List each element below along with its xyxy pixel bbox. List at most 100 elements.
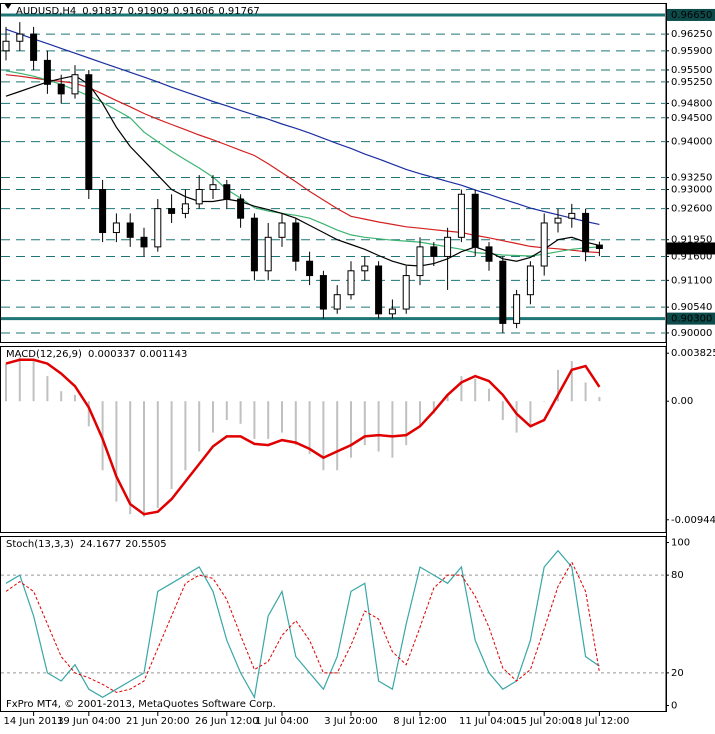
y-tick-label: 0.94000 — [671, 137, 712, 148]
x-tick-label: 21 Jun 20:00 — [126, 716, 190, 727]
histogram-bar — [74, 395, 76, 401]
histogram-bar — [5, 364, 7, 402]
candle-body — [72, 75, 78, 94]
candle-body — [279, 223, 285, 237]
candle-body — [555, 218, 561, 223]
histogram-bar — [474, 379, 476, 402]
panel-title: MACD(12,26,9) — [6, 349, 82, 360]
candle-body — [389, 309, 395, 314]
x-tick-label: 18 Jul 12:00 — [569, 716, 629, 727]
x-tick-label: 11 Jul 04:00 — [459, 716, 519, 727]
y-tick-label: 0.96250 — [671, 29, 712, 40]
candle-body — [514, 295, 520, 324]
histogram-bar — [198, 401, 200, 451]
histogram-bar — [405, 401, 407, 445]
histogram-bar — [350, 401, 352, 457]
candle-body — [224, 185, 230, 199]
histogram-bar — [322, 401, 324, 470]
histogram-bar — [419, 401, 421, 426]
candle-body — [541, 223, 547, 266]
candle-body — [417, 247, 423, 276]
y-tick-label: 0.95500 — [671, 65, 712, 76]
candle-body — [17, 34, 23, 41]
histogram-bar — [240, 401, 242, 424]
candle-body — [500, 261, 506, 323]
candle-body — [58, 84, 64, 94]
x-tick-label: 15 Jul 20:00 — [514, 716, 574, 727]
panel-title: Stoch(13,3,3) — [6, 539, 74, 550]
histogram-bar — [184, 401, 186, 470]
candle-body — [100, 189, 106, 232]
candle-body — [141, 237, 147, 247]
y-tick-label: 0.96650 — [671, 10, 712, 21]
candle-body — [569, 213, 575, 218]
header-value: 0.91837 — [82, 6, 123, 17]
y-tick-label: 0.93000 — [671, 184, 712, 195]
y-tick-label: 0.94500 — [671, 113, 712, 124]
y-tick-label: 0.90300 — [671, 314, 712, 325]
candle-body — [31, 34, 37, 60]
y-tick-label: 0.94800 — [671, 98, 712, 109]
header-value: 0.91606 — [173, 6, 214, 17]
candle-body — [86, 75, 92, 190]
y-tick-label: 0.90540 — [671, 302, 712, 313]
header-value: 20.5505 — [125, 539, 166, 550]
candle-body — [155, 209, 161, 247]
histogram-bar — [295, 401, 297, 445]
histogram-bar — [543, 401, 545, 402]
y-tick-label: 0 — [671, 700, 677, 711]
histogram-bar — [143, 401, 145, 516]
candle-body — [458, 194, 464, 237]
y-tick-label: 0.93250 — [671, 173, 712, 184]
histogram-bar — [267, 401, 269, 439]
candle-body — [431, 247, 437, 257]
histogram-bar — [378, 401, 380, 451]
y-tick-label: 0.91600 — [671, 251, 712, 262]
candle-body — [596, 245, 602, 248]
histogram-bar — [516, 401, 518, 432]
y-tick-label: 0.003825 — [671, 348, 715, 359]
y-tick-label: 80 — [671, 570, 684, 581]
y-tick-label: 0.95900 — [671, 46, 712, 57]
histogram-bar — [364, 401, 366, 445]
x-tick-label: 1 Jul 04:00 — [255, 716, 309, 727]
candle-body — [472, 194, 478, 247]
histogram-bar — [460, 376, 462, 401]
candle-body — [169, 209, 175, 214]
histogram-bar — [281, 401, 283, 432]
candle-body — [265, 237, 271, 270]
candle-body — [238, 199, 244, 218]
candle-body — [362, 266, 368, 271]
candle-body — [251, 218, 257, 271]
y-tick-label: 0.92600 — [671, 204, 712, 215]
candle-body — [210, 185, 216, 190]
histogram-bar — [171, 401, 173, 489]
y-tick-label: 0.90000 — [671, 328, 712, 339]
histogram-bar — [19, 357, 21, 401]
histogram-bar — [336, 401, 338, 470]
candle-body — [182, 204, 188, 214]
x-tick-label: 19 Jun 04:00 — [57, 716, 121, 727]
candle-body — [348, 271, 354, 295]
candle-body — [320, 276, 326, 309]
histogram-bar — [585, 382, 587, 401]
header-value: 0.001143 — [140, 349, 188, 360]
x-tick-label: 14 Jun 2013 — [4, 716, 64, 727]
y-tick-label: -0.009446 — [671, 515, 715, 526]
candle-body — [127, 223, 133, 237]
histogram-bar — [157, 401, 159, 508]
histogram-bar — [46, 376, 48, 401]
histogram-bar — [60, 391, 62, 401]
candle-body — [334, 295, 340, 309]
y-tick-label: 0.95250 — [671, 77, 712, 88]
y-tick-label: 0.91100 — [671, 275, 712, 286]
histogram-bar — [212, 401, 214, 432]
y-tick-label: 0.00 — [671, 396, 693, 407]
footnote: FxPro MT4, © 2001-2013, MetaQuotes Softw… — [6, 699, 276, 710]
histogram-bar — [115, 401, 117, 501]
histogram-bar — [502, 401, 504, 420]
histogram-bar — [309, 401, 311, 454]
histogram-bar — [226, 401, 228, 420]
x-tick-label: 3 Jul 20:00 — [324, 716, 378, 727]
histogram-bar — [598, 397, 600, 401]
